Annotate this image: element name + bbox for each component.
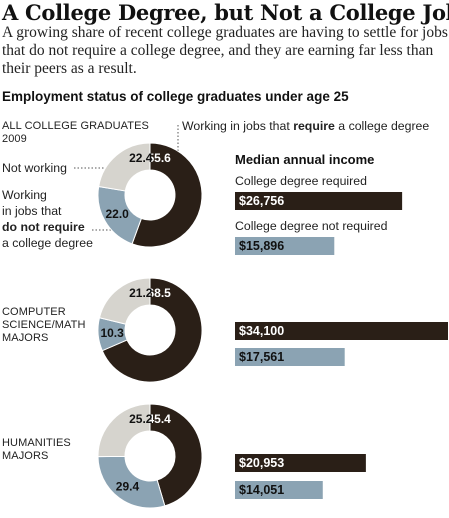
income-bar-not-required (235, 348, 345, 366)
group-name-line: MAJORS (2, 450, 49, 462)
slice-requires-degree (149, 403, 203, 507)
legend-required-label: College degree required (235, 174, 367, 188)
income-bar-label: $34,100 (239, 324, 284, 338)
group-name-line: 2009 (2, 133, 27, 145)
slice-not-working (98, 277, 151, 325)
label-line-bold: do not require (2, 220, 85, 234)
group-name-line: HUMANITIES (2, 437, 71, 449)
income-bar-label: $20,953 (239, 456, 284, 470)
donut-value-label: 22.0 (105, 207, 129, 221)
income-bar-not-required (235, 481, 323, 499)
income-bar-label: $15,896 (239, 239, 284, 253)
donut-value-label: 45.4 (148, 412, 172, 426)
group-name-humanities: HUMANITIES MAJORS (2, 437, 71, 463)
label-line: Working (2, 188, 47, 202)
slice-requires-degree (131, 142, 203, 248)
income-bar-required (235, 454, 366, 472)
donut-value-label: 68.5 (148, 286, 172, 300)
legend-not-required-label: College degree not required (235, 219, 388, 233)
slice-not-working (97, 403, 151, 458)
median-income-title: Median annual income (235, 152, 375, 167)
income-bar-not-required (235, 237, 335, 255)
label-requires-suffix: a college degree (334, 119, 430, 133)
label-line: a college degree (2, 236, 93, 250)
income-bar-label: $17,561 (239, 350, 284, 364)
donut-value-label: 22.4 (129, 151, 153, 165)
label-requires-bold: require (293, 119, 335, 133)
group-name-line: MAJORS (2, 332, 49, 344)
label-requires-prefix: Working in jobs that (182, 119, 294, 133)
headline: A College Degree, but Not a College Job (2, 0, 449, 25)
income-bar-label: $26,756 (239, 194, 284, 208)
donut-charts: 55.6 22.0 22.4 68.5 10.3 21.2 45.4 29.4 25.2 (97, 142, 203, 509)
group-name-computer-science: COMPUTER SCIENCE/MATH MAJORS (2, 306, 86, 345)
income-bars: $26,756 $15,896 $34,100 $17,561 $20,953 $14,0… (235, 192, 448, 499)
donut-value-label: 25.2 (129, 412, 153, 426)
group-name-all-graduates: ALL COLLEGE GRADUATES 2009 (2, 120, 149, 146)
chart-subhead: Employment status of college graduates u… (2, 89, 349, 104)
income-bar-label: $14,051 (239, 483, 284, 497)
income-bar-required (235, 322, 448, 340)
label-not-working: Not working (2, 161, 67, 175)
label-line: in jobs that (2, 204, 62, 218)
label-requires-degree: Working in jobs that require a college d… (182, 118, 429, 134)
donut-value-label: 21.2 (129, 286, 153, 300)
intro-text: A growing share of recent college gradua… (2, 24, 448, 77)
group-name-line: SCIENCE/MATH (2, 319, 86, 331)
group-name-line: ALL COLLEGE GRADUATES (2, 120, 149, 132)
group-name-line: COMPUTER (2, 306, 66, 318)
slice-requires-degree (101, 277, 203, 383)
donut-value-label: 55.6 (148, 151, 172, 165)
income-bar-required (235, 192, 403, 210)
slice-not-working (98, 142, 151, 192)
donut-value-label: 10.3 (100, 326, 124, 340)
label-not-require-degree: Working in jobs that do not require a co… (2, 187, 93, 251)
donut-value-label: 29.4 (116, 480, 140, 494)
